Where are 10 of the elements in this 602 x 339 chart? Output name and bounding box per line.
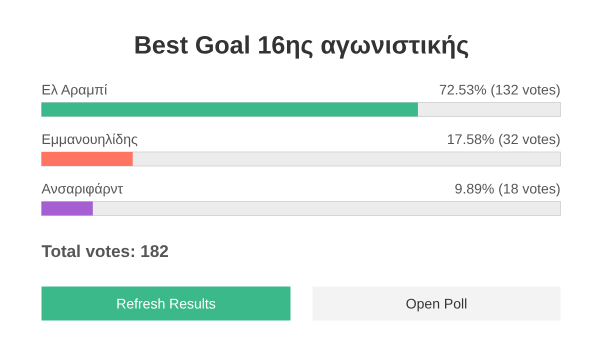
y-tick-label: Ελ Αραμπί	[42, 82, 108, 98]
y-tick-label: Ανσαριφάρντ	[42, 180, 124, 196]
chart-title: Best Goal 16ης αγωνιστικής	[134, 32, 470, 60]
data-label: 17.58% (32 votes)	[446, 131, 561, 147]
text: Total votes: 182	[42, 242, 169, 261]
data-label: 72.53% (132 votes)	[439, 82, 560, 98]
text: Open Poll	[406, 296, 468, 312]
data-label: 9.89% (18 votes)	[454, 180, 561, 196]
text: Refresh Results	[116, 296, 216, 312]
y-tick-label: Εμμανουηλίδης	[42, 131, 138, 147]
